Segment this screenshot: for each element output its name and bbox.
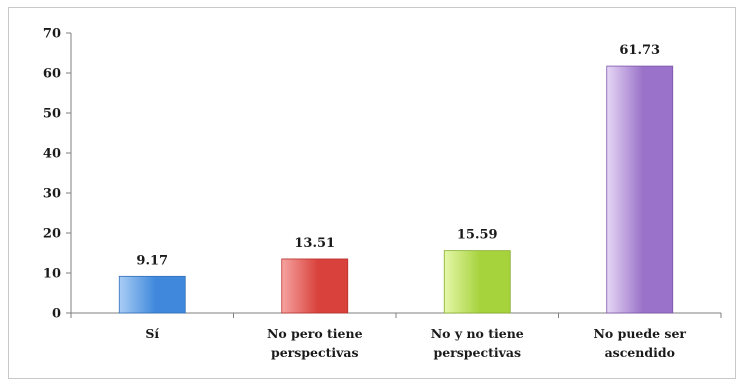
- data-labels: 9.17 13.51 15.59 61.73: [136, 43, 660, 268]
- y-tick-label: 50: [43, 107, 61, 122]
- category-labels: Sí No pero tiene perspectivas No y no tiene…: [145, 326, 686, 360]
- y-tick-label: 40: [43, 147, 61, 162]
- bars: [118, 65, 674, 314]
- y-tick-label: 20: [43, 227, 61, 242]
- category-label-1: Sí: [145, 326, 159, 341]
- bar-4: [606, 65, 674, 314]
- bar-2: [281, 258, 349, 314]
- category-label-3: perspectivas: [433, 345, 521, 360]
- y-tick-label: 0: [52, 307, 61, 322]
- category-label-4: No puede ser: [593, 326, 686, 341]
- bar-chart: 0 10 20 30 40 50 60 70 9.17 13.51 15.59 61.73 Sí No…: [43, 27, 722, 360]
- y-tick-label: 30: [43, 187, 61, 202]
- y-tick-label: 60: [43, 67, 61, 82]
- category-label-4: ascendido: [605, 345, 675, 360]
- data-label-3: 15.59: [457, 228, 498, 243]
- chart-frame: 0 10 20 30 40 50 60 70 9.17 13.51 15.59 61.73 Sí No…: [8, 7, 736, 379]
- y-tick-label: 10: [43, 267, 61, 282]
- data-label-2: 13.51: [294, 236, 335, 251]
- category-label-2: No pero tiene: [267, 326, 363, 341]
- bar-3: [443, 250, 511, 314]
- category-label-2: perspectivas: [271, 345, 359, 360]
- y-tick-label: 70: [43, 27, 61, 42]
- data-label-4: 61.73: [619, 43, 660, 58]
- data-label-1: 9.17: [136, 253, 168, 268]
- bar-1: [118, 275, 186, 314]
- category-label-3: No y no tiene: [431, 326, 524, 341]
